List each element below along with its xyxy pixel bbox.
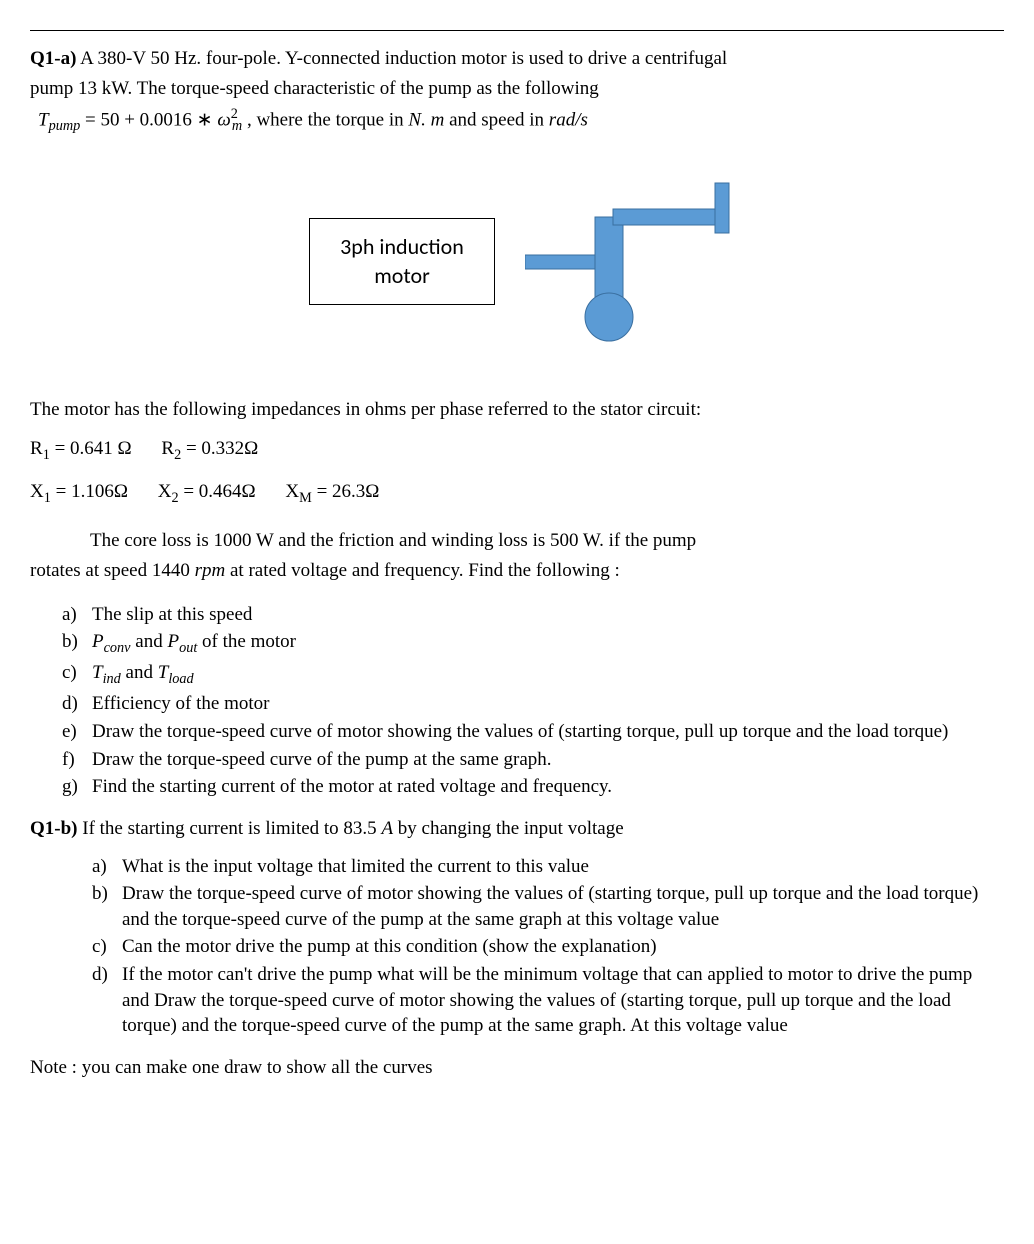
r2: R2 = 0.332Ω xyxy=(161,436,258,465)
diagram: 3ph induction motor xyxy=(30,177,1004,347)
xm: XM = 26.3Ω xyxy=(285,479,379,508)
xm-val: = 26.3Ω xyxy=(312,481,380,502)
x2-sub: 2 xyxy=(171,490,178,506)
b-tail: of the motor xyxy=(197,631,296,652)
tind-t: T xyxy=(92,662,103,683)
tload-sub: load xyxy=(168,671,193,687)
q1a-list: a) The slip at this speed b) Pconv and P… xyxy=(30,602,1004,800)
body-f: Draw the torque-speed curve of the pump … xyxy=(92,747,1004,773)
x2-val: = 0.464Ω xyxy=(179,481,256,502)
q1b-amp: A xyxy=(381,818,393,839)
x1-val: = 1.106Ω xyxy=(51,481,128,502)
r1-val: = 0.641 Ω xyxy=(50,438,132,459)
eq-omega: ω xyxy=(217,110,230,131)
eq-unit-nm: N. m xyxy=(408,110,444,131)
bmarker-b: b) xyxy=(92,881,122,932)
bbody-b: Draw the torque-speed curve of motor sho… xyxy=(122,881,1004,932)
coreloss-line2: rotates at speed 1440 rpm at rated volta… xyxy=(30,558,1004,584)
r1-sym: R xyxy=(30,438,43,459)
eq-T: T xyxy=(38,110,49,131)
item-f: f) Draw the torque-speed curve of the pu… xyxy=(62,747,1004,773)
motor-box: 3ph induction motor xyxy=(309,218,495,305)
body-b: Pconv and Pout of the motor xyxy=(92,629,1004,658)
eq-T-sub: pump xyxy=(49,118,81,134)
q1b-list: a) What is the input voltage that limite… xyxy=(30,854,1004,1039)
marker-a: a) xyxy=(62,602,92,628)
x2: X2 = 0.464Ω xyxy=(158,479,256,508)
bitem-c: c) Can the motor drive the pump at this … xyxy=(92,934,1004,960)
note-line: Note : you can make one draw to show all… xyxy=(30,1055,1004,1081)
body-c: Tind and Tload xyxy=(92,660,1004,689)
impedance-row-1: R1 = 0.641 Ω R2 = 0.332Ω xyxy=(30,436,1004,465)
q1a-line1: Q1-a) A 380-V 50 Hz. four-pole. Y-connec… xyxy=(30,46,1004,72)
marker-b: b) xyxy=(62,629,92,658)
eq-omega-sub: m xyxy=(232,118,242,134)
q1b-tail-a: If the starting current is limited to 83… xyxy=(78,818,382,839)
eq-unit-rads: rad/s xyxy=(549,110,588,131)
body-e: Draw the torque-speed curve of motor sho… xyxy=(92,719,1004,745)
q1b-tail-b: by changing the input voltage xyxy=(393,818,624,839)
item-g: g) Find the starting current of the moto… xyxy=(62,774,1004,800)
bbody-a: What is the input voltage that limited t… xyxy=(122,854,1004,880)
bitem-b: b) Draw the torque-speed curve of motor … xyxy=(92,881,1004,932)
marker-e: e) xyxy=(62,719,92,745)
r1: R1 = 0.641 Ω xyxy=(30,436,132,465)
b-and: and xyxy=(131,631,168,652)
bmarker-c: c) xyxy=(92,934,122,960)
motor-label-2: motor xyxy=(340,262,464,291)
eq-rhs2: and speed in xyxy=(444,110,548,131)
coreloss-line1: The core loss is 1000 W and the friction… xyxy=(30,528,1004,554)
coreloss-rpm: rpm xyxy=(195,560,226,581)
x1: X1 = 1.106Ω xyxy=(30,479,128,508)
r2-val: = 0.332Ω xyxy=(181,438,258,459)
bitem-a: a) What is the input voltage that limite… xyxy=(92,854,1004,880)
tload-t: T xyxy=(158,662,169,683)
item-b: b) Pconv and Pout of the motor xyxy=(62,629,1004,658)
marker-g: g) xyxy=(62,774,92,800)
pump-icon xyxy=(525,177,785,347)
r2-sym: R xyxy=(161,438,174,459)
q1b-head: Q1-b) xyxy=(30,818,78,839)
q1a-head: Q1-a) xyxy=(30,48,76,69)
coreloss-line2b: at rated voltage and frequency. Find the… xyxy=(225,560,619,581)
pout-sub: out xyxy=(179,640,197,656)
item-e: e) Draw the torque-speed curve of motor … xyxy=(62,719,1004,745)
bmarker-d: d) xyxy=(92,962,122,1039)
bmarker-a: a) xyxy=(92,854,122,880)
pout-p: P xyxy=(167,631,179,652)
bitem-d: d) If the motor can't drive the pump wha… xyxy=(92,962,1004,1039)
pconv-p: P xyxy=(92,631,104,652)
c-and: and xyxy=(121,662,158,683)
impedance-row-2: X1 = 1.106Ω X2 = 0.464Ω XM = 26.3Ω xyxy=(30,479,1004,508)
eq-mid: = 50 + 0.0016 ∗ xyxy=(80,110,217,131)
q1b-line: Q1-b) If the starting current is limited… xyxy=(30,816,1004,842)
body-d: Efficiency of the motor xyxy=(92,691,1004,717)
q1a-line1-text: A 380-V 50 Hz. four-pole. Y-connected in… xyxy=(76,48,727,69)
x1-sym: X xyxy=(30,481,44,502)
coreloss-line2a: rotates at speed 1440 xyxy=(30,560,195,581)
x2-sym: X xyxy=(158,481,172,502)
item-c: c) Tind and Tload xyxy=(62,660,1004,689)
marker-f: f) xyxy=(62,747,92,773)
item-a: a) The slip at this speed xyxy=(62,602,1004,628)
q1a-line2: pump 13 kW. The torque-speed characteris… xyxy=(30,76,1004,102)
impedance-intro: The motor has the following impedances i… xyxy=(30,397,1004,423)
marker-c: c) xyxy=(62,660,92,689)
xm-sub: M xyxy=(299,490,312,506)
motor-label-1: 3ph induction xyxy=(340,233,464,262)
bbody-c: Can the motor drive the pump at this con… xyxy=(122,934,1004,960)
eq-rhs: , where the torque in xyxy=(242,110,408,131)
item-d: d) Efficiency of the motor xyxy=(62,691,1004,717)
r1-sub: 1 xyxy=(43,447,50,463)
x1-sub: 1 xyxy=(44,490,51,506)
top-rule xyxy=(30,30,1004,31)
xm-sym: X xyxy=(285,481,299,502)
pconv-sub: conv xyxy=(104,640,131,656)
marker-d: d) xyxy=(62,691,92,717)
body-a: The slip at this speed xyxy=(92,602,1004,628)
body-g: Find the starting current of the motor a… xyxy=(92,774,1004,800)
bbody-d: If the motor can't drive the pump what w… xyxy=(122,962,1004,1039)
tind-sub: ind xyxy=(103,671,121,687)
q1a-equation: Tpump = 50 + 0.0016 ∗ ω2m , where the to… xyxy=(30,105,1004,136)
